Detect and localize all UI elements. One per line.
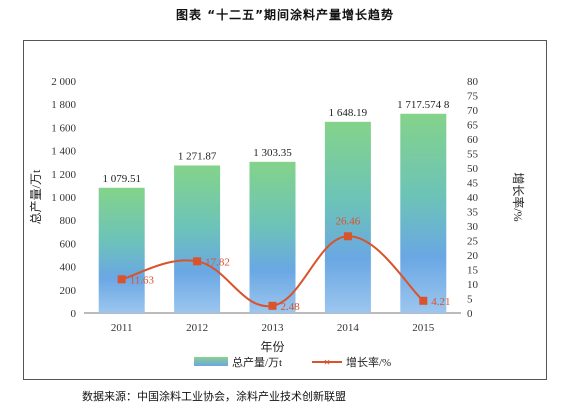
bar <box>324 121 371 313</box>
legend-layer: 总产量/万t × 增长率/% <box>194 355 391 369</box>
growth-rate-label: 17.82 <box>205 256 230 268</box>
chart-frame: 0 200 400 600 800 1 000 1 200 1 400 1 600 1 800 2 … <box>23 40 547 380</box>
legend-line-label: 增长率/% <box>346 355 391 369</box>
growth-rate-label: 4.21 <box>431 296 450 308</box>
y-left-tick-label: 1 600 <box>51 122 76 134</box>
y-right-tick-label: 70 <box>467 105 479 117</box>
y-left-tick-label: 400 <box>60 262 77 274</box>
growth-rate-marker <box>268 301 277 310</box>
y-right-tick-label: 35 <box>467 207 479 219</box>
x-tick-label: 2015 <box>412 322 435 334</box>
y-left-axis-title: 总产量/万t <box>29 169 43 224</box>
growth-rate-marker <box>343 232 352 241</box>
labels-layer: 1 079.51 1 271.87 1 303.35 1 648.19 1 717.57… <box>102 99 450 313</box>
y-right-tick-label: 50 <box>467 163 479 175</box>
bar <box>174 165 221 313</box>
bar-value-label: 1 717.574 8 <box>397 99 450 111</box>
y-left-tick-label: 0 <box>71 308 77 320</box>
growth-rate-marker <box>193 257 202 266</box>
x-tick-label: 2013 <box>262 322 285 334</box>
y-right-tick-label: 30 <box>467 221 479 233</box>
growth-rate-marker <box>419 296 428 305</box>
x-tick-label: 2011 <box>111 322 133 334</box>
y-left-tick-label: 1 200 <box>51 169 76 181</box>
x-tick-label: 2014 <box>337 322 360 334</box>
x-axis-title: 年份 <box>260 340 284 354</box>
data-source-note: 数据来源：中国涂料工业协会，涂料产业技术创新联盟 <box>82 390 346 403</box>
bar-value-label: 1 271.87 <box>178 150 217 162</box>
y-left-tick-label: 2 000 <box>51 76 76 88</box>
y-right-tick-label: 5 <box>467 294 473 306</box>
line-layer <box>117 232 428 310</box>
y-left-tick-label: 1 800 <box>51 99 76 111</box>
y-right-tick-label: 40 <box>467 192 479 204</box>
y-right-tick-label: 0 <box>467 308 473 320</box>
bar <box>249 161 296 313</box>
y-left-tick-label: 200 <box>60 285 77 297</box>
x-tick-label: 2012 <box>186 322 208 334</box>
bars-layer <box>98 113 447 314</box>
y-left-tick-label: 1 400 <box>51 146 76 158</box>
bar <box>98 187 145 313</box>
legend-line-marker: × <box>324 355 331 369</box>
legend-bar-swatch <box>194 357 228 366</box>
growth-rate-marker <box>117 275 126 284</box>
growth-rate-label: 11.63 <box>130 274 155 286</box>
y-left-tick-label: 800 <box>60 215 77 227</box>
y-right-tick-label: 10 <box>467 279 479 291</box>
bar <box>400 113 447 314</box>
y-right-axis-title: 增长率/% <box>511 172 526 221</box>
y-right-tick-label: 55 <box>467 149 479 161</box>
bar-value-label: 1 303.35 <box>253 147 292 159</box>
growth-rate-label: 2.48 <box>281 301 301 313</box>
y-right-tick-label: 65 <box>467 120 479 132</box>
y-left-tick-label: 600 <box>60 238 77 250</box>
y-right-tick-label: 20 <box>467 250 479 262</box>
y-right-tick-label: 25 <box>467 236 479 248</box>
y-right-tick-label: 80 <box>467 76 479 88</box>
growth-rate-label: 26.46 <box>336 215 361 227</box>
figure-caption: 图表 “十二五”期间涂料产量增长趋势 <box>176 8 394 22</box>
y-right-tick-label: 60 <box>467 134 479 146</box>
y-left-tick-label: 1 000 <box>51 192 76 204</box>
y-right-tick-label: 75 <box>467 91 479 103</box>
y-right-tick-label: 45 <box>467 178 479 190</box>
legend-bar-label: 总产量/万t <box>232 355 282 369</box>
y-right-tick-label: 15 <box>467 265 479 277</box>
bar-value-label: 1 079.51 <box>102 173 141 185</box>
bar-value-label: 1 648.19 <box>329 107 368 119</box>
